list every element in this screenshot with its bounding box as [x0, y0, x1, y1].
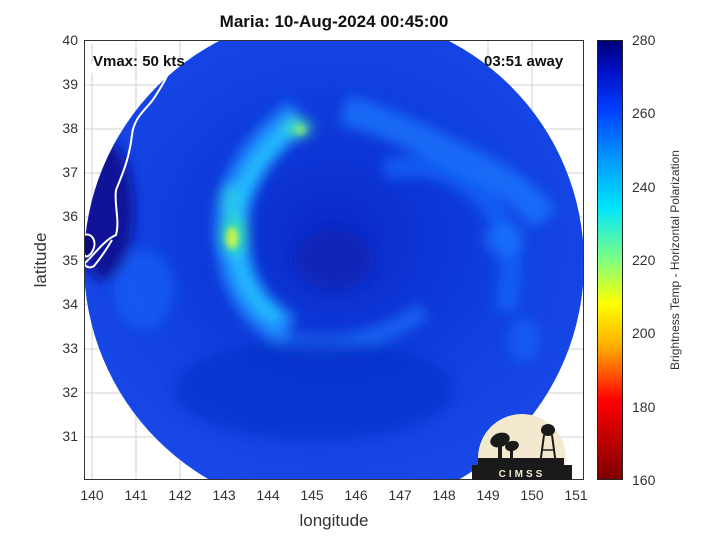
x-axis-label: longitude [299, 511, 369, 530]
x-tick-label: 146 [344, 487, 368, 503]
y-tick-label: 35 [62, 252, 78, 268]
y-tick-label: 37 [62, 164, 78, 180]
x-tick-label: 143 [212, 487, 236, 503]
y-tick-label: 31 [62, 428, 78, 444]
y-tick-label: 32 [62, 384, 78, 400]
y-tick-label: 34 [62, 296, 78, 312]
axes-box [84, 40, 584, 480]
y-tick-label: 40 [62, 32, 78, 48]
x-tick-label: 144 [256, 487, 280, 503]
y-tick-label: 36 [62, 208, 78, 224]
time-away-annotation: 03:51 away [484, 53, 564, 70]
colorbar-label: Brightness Temp - Horizontal Polarizatio… [668, 150, 682, 370]
y-axis-label: latitude [31, 232, 50, 288]
y-tick-label: 33 [62, 340, 78, 356]
y-tick-label: 39 [62, 76, 78, 92]
x-tick-label: 140 [80, 487, 104, 503]
colorbar-tick-label: 180 [632, 399, 656, 415]
cimss-logo: CIMSS [472, 414, 572, 480]
colorbar-tick-label: 240 [632, 179, 656, 195]
colorbar-tick-label: 280 [632, 32, 656, 48]
x-tick-label: 141 [124, 487, 148, 503]
logo-text: CIMSS [499, 469, 546, 480]
x-tick-label: 142 [168, 487, 192, 503]
colorbar-tick-label: 260 [632, 105, 656, 121]
y-tick-label: 38 [62, 120, 78, 136]
x-tick-label: 149 [476, 487, 500, 503]
vmax-annotation: Vmax: 50 kts [93, 53, 185, 70]
x-tick-label: 151 [564, 487, 588, 503]
colorbar [597, 40, 623, 480]
colorbar-tick-label: 200 [632, 325, 656, 341]
x-tick-label: 145 [300, 487, 324, 503]
colorbar-tick-label: 220 [632, 252, 656, 268]
colorbar-tick-label: 160 [632, 472, 656, 488]
x-tick-label: 150 [520, 487, 544, 503]
x-tick-label: 147 [388, 487, 412, 503]
chart-title: Maria: 10-Aug-2024 00:45:00 [219, 12, 449, 31]
x-tick-label: 148 [432, 487, 456, 503]
